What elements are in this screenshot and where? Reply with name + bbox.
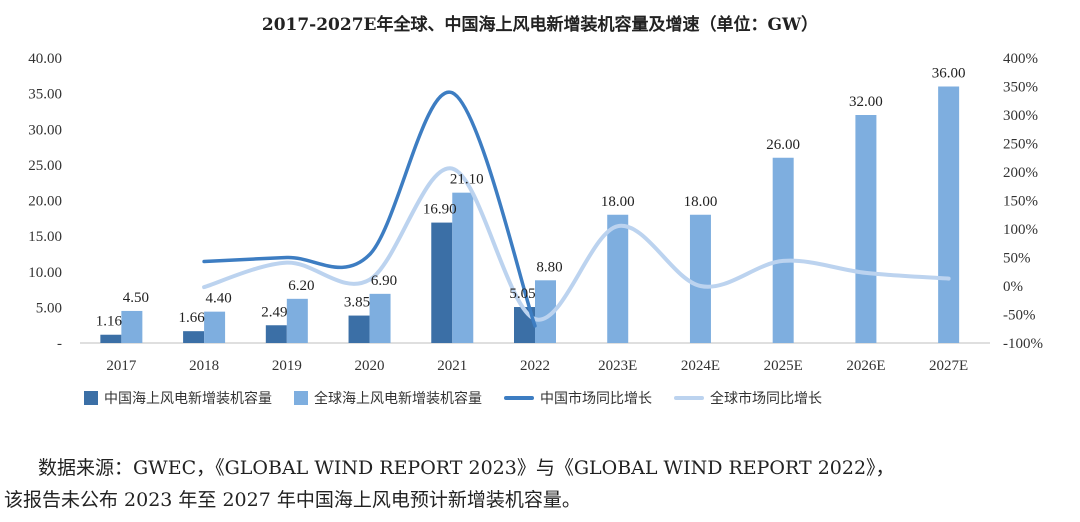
data-label-global-capacity: 36.00 (932, 66, 966, 82)
data-label-china-capacity: 1.16 (96, 314, 123, 330)
bar-china-capacity (100, 334, 122, 343)
bar-global-capacity (772, 157, 794, 343)
x-tick-label: 2024E (681, 358, 720, 374)
y-left-tick-label: 20.00 (28, 194, 62, 210)
y-left-tick-label: 15.00 (28, 229, 62, 245)
y-right-tick-label: -50% (1003, 308, 1036, 324)
bar-china-capacity (348, 315, 370, 343)
x-tick-label: 2022 (520, 358, 550, 374)
data-label-global-capacity: 26.00 (766, 137, 800, 153)
data-label-china-capacity: 16.90 (423, 202, 457, 218)
legend-label-china-capacity: 中国海上风电新增装机容量 (104, 391, 272, 407)
y-left-tick-label: 5.00 (36, 300, 62, 316)
bar-global-capacity (689, 214, 711, 343)
y-right-tick-label: 100% (1003, 222, 1038, 238)
y-right-tick-label: 250% (1003, 137, 1038, 153)
x-tick-label: 2023E (598, 358, 637, 374)
y-right-tick-label: 200% (1003, 165, 1038, 181)
data-label-global-capacity: 21.10 (450, 172, 484, 188)
x-tick-label: 2017 (106, 358, 137, 374)
line-global-growth (202, 166, 951, 322)
line-china-growth (202, 90, 537, 328)
x-tick-label: 2026E (846, 358, 885, 374)
data-label-china-capacity: 2.49 (261, 304, 287, 320)
y-left-tick-label: 10.00 (28, 265, 62, 281)
bar-global-capacity (286, 298, 308, 343)
legend-swatch-china-growth (504, 396, 534, 400)
bar-global-capacity (607, 214, 629, 343)
bar-global-capacity (452, 192, 474, 343)
data-label-global-capacity: 4.40 (205, 291, 231, 307)
bar-global-capacity (204, 311, 226, 343)
legend-item-global-growth: 全球市场同比增长 (674, 388, 822, 408)
x-tick-label: 2019 (272, 358, 302, 374)
y-right-tick-label: 50% (1003, 251, 1031, 267)
bar-china-capacity (183, 331, 205, 343)
bar-china-capacity (265, 325, 287, 343)
chart-title: 2017-2027E年全球、中国海上风电新增装机容量及增速（单位：GW） (261, 15, 819, 35)
source-line-1: 数据来源：GWEC，《GLOBAL WIND REPORT 2023》与《GLO… (38, 457, 895, 479)
y-right-tick-label: 400% (1003, 51, 1038, 67)
legend-item-china-capacity: 中国海上风电新增装机容量 (84, 388, 272, 408)
y-right-tick-label: 350% (1003, 80, 1038, 96)
y-left-tick-label: 40.00 (28, 51, 62, 67)
bar-global-capacity (855, 115, 877, 343)
data-label-global-capacity: 18.00 (684, 194, 718, 210)
bar-global-capacity (369, 293, 391, 343)
y-left-tick-label: - (57, 336, 62, 352)
data-label-global-capacity: 6.90 (371, 273, 397, 289)
y-right-tick-label: 0% (1003, 279, 1023, 295)
legend-item-china-growth: 中国市场同比增长 (504, 388, 652, 408)
data-label-global-capacity: 8.80 (536, 259, 562, 275)
data-label-global-capacity: 18.00 (601, 194, 635, 210)
bar-global-capacity (121, 310, 143, 343)
y-right-tick-label: 300% (1003, 108, 1038, 124)
data-label-global-capacity: 32.00 (849, 94, 883, 110)
y-right-tick-label: -100% (1003, 336, 1043, 352)
legend-swatch-global-growth (674, 396, 704, 400)
x-tick-label: 2025E (764, 358, 803, 374)
x-tick-label: 2021 (437, 358, 467, 374)
legend-swatch-china-capacity (84, 391, 98, 405)
legend-label-global-growth: 全球市场同比增长 (710, 391, 822, 407)
x-tick-label: 2018 (189, 358, 219, 374)
legend-swatch-global-capacity (294, 391, 308, 405)
bar-global-capacity (535, 280, 556, 343)
data-label-global-capacity: 4.50 (123, 290, 149, 306)
data-label-china-capacity: 5.05 (509, 286, 535, 302)
source-line-2: 该报告未公布 2023 年至 2027 年中国海上风电预计新增装机容量。 (4, 489, 581, 511)
y-left-tick-label: 35.00 (28, 87, 62, 103)
chart-legend: 中国海上风电新增装机容量 全球海上风电新增装机容量 中国市场同比增长 全球市场同… (84, 388, 844, 408)
legend-label-china-growth: 中国市场同比增长 (540, 391, 652, 407)
x-tick-label: 2020 (355, 358, 385, 374)
x-tick-label: 2027E (929, 358, 968, 374)
legend-label-global-capacity: 全球海上风电新增装机容量 (314, 391, 482, 407)
legend-item-global-capacity: 全球海上风电新增装机容量 (294, 388, 482, 408)
chart-canvas: - 5.00 10.00 15.00 20.00 25.00 30.00 35.00 40.00… (28, 51, 1043, 374)
source-note: 数据来源：GWEC，《GLOBAL WIND REPORT 2023》与《GLO… (0, 452, 1080, 516)
data-label-china-capacity: 3.85 (344, 295, 370, 311)
data-label-china-capacity: 1.66 (178, 310, 205, 326)
y-left-tick-label: 25.00 (28, 158, 62, 174)
bar-china-capacity (431, 222, 453, 343)
y-left-tick-label: 30.00 (28, 122, 62, 138)
bar-global-capacity (938, 86, 960, 343)
y-right-tick-label: 150% (1003, 194, 1038, 210)
data-label-global-capacity: 6.20 (288, 278, 314, 294)
